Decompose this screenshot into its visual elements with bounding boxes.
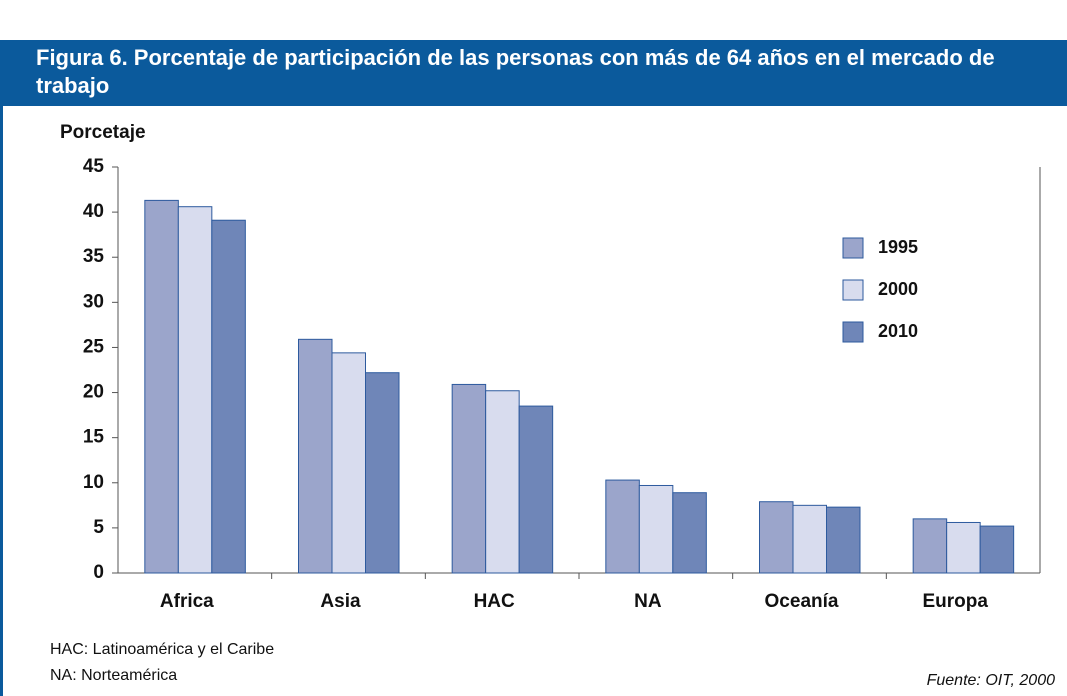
- y-tick-label: 30: [83, 291, 104, 312]
- bar: [912, 518, 948, 574]
- source: Fuente: OIT, 2000: [927, 672, 1055, 689]
- bar: [759, 501, 794, 574]
- legend-swatch: [842, 237, 864, 259]
- bar: [792, 504, 827, 574]
- legend-swatch: [842, 279, 864, 301]
- header-band: [0, 40, 1067, 106]
- chart-title: Figura 6. Porcentaje de participación de…: [36, 45, 995, 98]
- x-tick-label: Oceanía: [765, 591, 839, 612]
- left-border: [0, 40, 3, 696]
- y-tick-label: 40: [83, 201, 104, 222]
- y-tick-label: 0: [93, 562, 104, 583]
- x-tick-label: HAC: [474, 591, 515, 612]
- bar: [298, 338, 333, 574]
- note: NA: Norteamérica: [50, 667, 177, 684]
- x-tick-label: Africa: [160, 591, 214, 612]
- bar: [979, 525, 1015, 574]
- y-tick-label: 10: [83, 472, 104, 493]
- bar: [211, 219, 246, 574]
- note: HAC: Latinoamérica y el Caribe: [50, 641, 274, 658]
- bar: [946, 521, 981, 574]
- bar: [826, 506, 861, 574]
- x-tick-label: NA: [634, 591, 662, 612]
- y-axis-label: Porcetaje: [60, 122, 146, 143]
- bar: [177, 206, 213, 574]
- bar: [144, 199, 179, 574]
- y-tick-label: 5: [93, 517, 104, 538]
- bar: [331, 352, 366, 574]
- legend-label: 2010: [878, 321, 918, 341]
- bar: [638, 484, 674, 574]
- bar: [365, 372, 400, 574]
- bar: [672, 492, 707, 574]
- y-tick-label: 35: [83, 246, 105, 267]
- legend-label: 1995: [878, 237, 918, 257]
- x-tick-label: Asia: [320, 591, 361, 612]
- x-tick-label: Europa: [922, 591, 988, 612]
- legend-swatch: [842, 321, 864, 343]
- y-tick-label: 20: [83, 382, 104, 403]
- y-tick-label: 45: [83, 156, 105, 177]
- bar: [485, 390, 520, 574]
- y-tick-label: 25: [83, 336, 105, 357]
- y-tick-label: 15: [83, 427, 105, 448]
- legend-label: 2000: [878, 279, 918, 299]
- bar: [518, 405, 554, 574]
- bar: [605, 479, 640, 574]
- bar: [451, 383, 487, 574]
